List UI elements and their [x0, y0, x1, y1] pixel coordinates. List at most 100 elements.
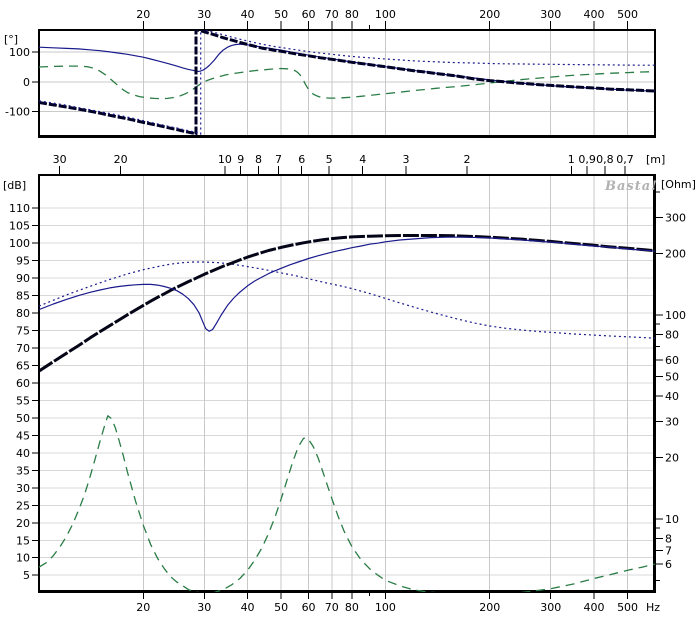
spl-plot-border — [38, 174, 656, 593]
ohm-tick-label: 8 — [665, 533, 672, 546]
db-tick-label: 20 — [16, 517, 30, 530]
ohm-tick-label: 80 — [665, 329, 679, 342]
db-tick-label: 45 — [16, 429, 30, 442]
db-tick-label: 90 — [16, 272, 30, 285]
wavelength-tick-label: 6 — [298, 153, 305, 166]
freq-tick-label: 60 — [302, 601, 316, 614]
ohm-tick-label: 20 — [665, 451, 679, 464]
spl-dotted-curve — [39, 261, 655, 339]
ohm-tick-label: 30 — [665, 416, 679, 429]
wavelength-tick-label: 10 — [218, 153, 232, 166]
db-tick-label: 85 — [16, 290, 30, 303]
ohm-unit-label: [Ohm] — [661, 178, 696, 191]
db-tick-label: 60 — [16, 377, 30, 390]
total-phase-curve — [39, 30, 655, 136]
db-tick-label: 70 — [16, 342, 30, 355]
db-tick-label: 5 — [23, 569, 30, 582]
db-tick-label: 105 — [9, 220, 30, 233]
chart-borders — [38, 29, 656, 593]
ohm-tick-label: 50 — [665, 370, 679, 383]
wavelength-tick-label: 7 — [275, 153, 282, 166]
db-axis: 1101051009590858075706560555045403530252… — [9, 202, 38, 582]
spl-total-curve — [39, 234, 655, 373]
wavelength-tick-label: 9 — [237, 153, 244, 166]
wavelength-tick-label: 0,9 — [578, 153, 596, 166]
freq-tick-label: 30 — [197, 601, 211, 614]
db-tick-label: 110 — [9, 202, 30, 215]
spl-x-axis: 20 30 40 50 60 70 80 100 200 300 400 500 — [136, 592, 638, 614]
wavelength-unit-label: [m] — [646, 153, 665, 166]
wavelength-tick-label: 0,8 — [596, 153, 614, 166]
freq-tick-label: 300 — [540, 601, 561, 614]
db-tick-label: 30 — [16, 482, 30, 495]
db-tick-label: 75 — [16, 325, 30, 338]
freq-tick-label: 50 — [274, 601, 288, 614]
ohm-tick-label: 6 — [665, 558, 672, 571]
freq-tick-label: 500 — [617, 8, 638, 21]
db-tick-label: 25 — [16, 499, 30, 512]
wavelength-tick-label: 20 — [114, 153, 128, 166]
phase-chart-series — [39, 30, 655, 136]
freq-tick-label: 70 — [325, 8, 339, 21]
spl-impedance-chart-series — [39, 234, 655, 592]
phase-unit-label: [°] — [4, 33, 18, 46]
minimum-phase-curve — [39, 30, 655, 135]
impedance-curve — [39, 415, 655, 592]
ohm-tick-label: 7 — [665, 544, 672, 557]
driver-phase-curve — [39, 43, 655, 92]
freq-tick-label: 40 — [241, 601, 255, 614]
phase-tick-label: 0 — [23, 76, 30, 89]
freq-tick-label: 30 — [197, 8, 211, 21]
wavelength-axis: 30 20 10 9 8 7 6 5 4 3 2 1 0,9 0,8 0,7 — [53, 153, 634, 175]
ohm-axis: 300 200 100 80 60 50 40 30 20 10 876 — [656, 191, 686, 581]
ohm-tick-label: 100 — [665, 309, 686, 322]
phase-y-axis: 100 0 -100 — [5, 46, 38, 118]
freq-tick-label: 40 — [241, 8, 255, 21]
freq-tick-label: 200 — [479, 8, 500, 21]
db-tick-label: 80 — [16, 307, 30, 320]
wavelength-tick-label: 1 — [568, 153, 575, 166]
freq-tick-label: 60 — [302, 8, 316, 21]
ohm-tick-label: 10 — [665, 513, 679, 526]
ohm-tick-label: 200 — [665, 247, 686, 260]
freq-tick-label: 80 — [345, 601, 359, 614]
wavelength-tick-label: 8 — [255, 153, 262, 166]
phase-x-axis: 20 30 40 50 60 70 80 100 200 300 400 500 — [136, 8, 638, 30]
freq-tick-label: 500 — [617, 601, 638, 614]
db-tick-label: 55 — [16, 394, 30, 407]
phase-tick-label: -100 — [5, 105, 30, 118]
freq-tick-label: 50 — [274, 8, 288, 21]
freq-tick-label: 400 — [583, 601, 604, 614]
basta-watermark-logo: Basta! — [604, 179, 658, 194]
ohm-tick-label: 300 — [665, 212, 686, 225]
db-tick-label: 10 — [16, 552, 30, 565]
freq-tick-label: 300 — [540, 8, 561, 21]
db-tick-label: 100 — [9, 237, 30, 250]
freq-tick-label: 200 — [479, 601, 500, 614]
ohm-tick-label: 60 — [665, 354, 679, 367]
wavelength-tick-label: 30 — [53, 153, 67, 166]
hz-unit-label: Hz — [646, 601, 660, 614]
wavelength-tick-label: 5 — [326, 153, 333, 166]
db-tick-label: 35 — [16, 464, 30, 477]
freq-tick-label: 70 — [325, 601, 339, 614]
impedance-phase-curve — [39, 65, 655, 100]
wavelength-tick-label: 0,7 — [616, 153, 634, 166]
spl-driver-curve — [39, 236, 655, 332]
wavelength-tick-label: 4 — [359, 153, 366, 166]
db-tick-label: 65 — [16, 359, 30, 372]
freq-tick-label: 20 — [136, 601, 150, 614]
db-tick-label: 95 — [16, 255, 30, 268]
freq-tick-label: 400 — [583, 8, 604, 21]
db-tick-label: 50 — [16, 412, 30, 425]
freq-tick-label: 20 — [136, 8, 150, 21]
db-tick-label: 40 — [16, 447, 30, 460]
freq-tick-label: 100 — [375, 601, 396, 614]
freq-tick-label: 80 — [345, 8, 359, 21]
chart-grids — [39, 30, 655, 592]
freq-tick-label: 100 — [375, 8, 396, 21]
ohm-tick-label: 40 — [665, 390, 679, 403]
phase-tick-label: 100 — [9, 46, 30, 59]
